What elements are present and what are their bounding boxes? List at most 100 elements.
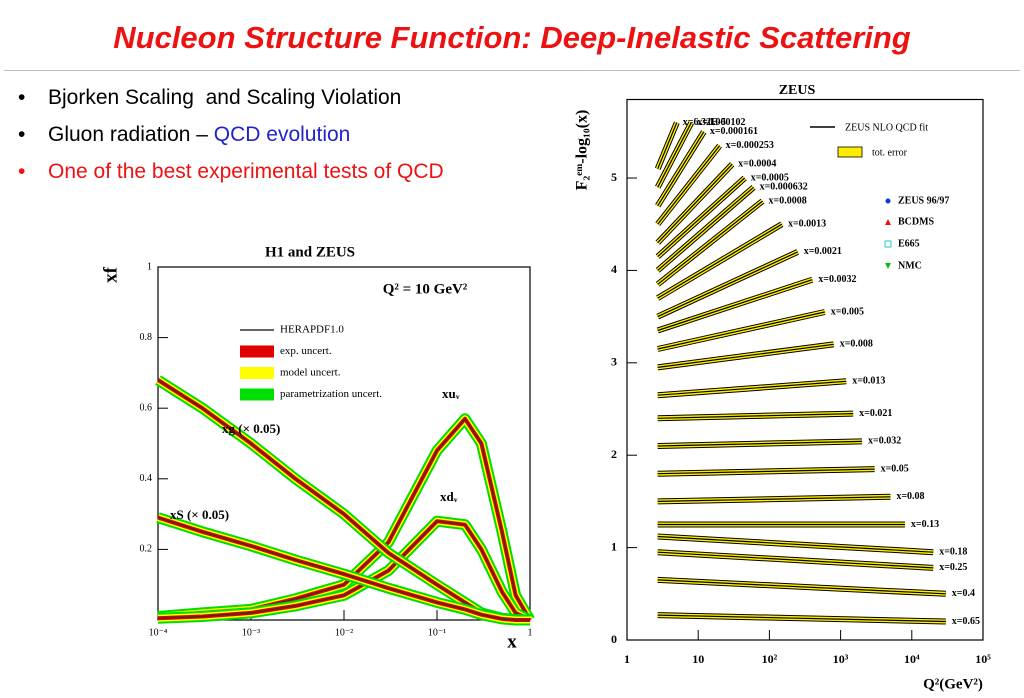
bullet-text: Bjorken Scaling and Scaling Violation bbox=[48, 86, 402, 109]
bullet: • Bjorken Scaling and Scaling Violation bbox=[18, 86, 402, 109]
y-tick-label: 5 bbox=[611, 170, 617, 184]
fit-line bbox=[657, 163, 733, 244]
bin-label: x=0.13 bbox=[911, 519, 939, 530]
fit-line bbox=[657, 122, 692, 188]
bin-label: x=0.0013 bbox=[788, 219, 826, 230]
chart-background bbox=[75, 235, 548, 655]
fit-line bbox=[657, 614, 946, 623]
fit-line bbox=[657, 343, 834, 368]
bullet: • One of the best experimental tests of Q… bbox=[18, 160, 444, 183]
fit-line bbox=[657, 145, 721, 225]
bin-label: x=0.08 bbox=[896, 491, 924, 502]
legend-swatch bbox=[240, 345, 274, 358]
legend-label: HERAPDF1.0 bbox=[280, 324, 344, 336]
bin-label: x=0.4 bbox=[952, 588, 975, 599]
y-tick-label: 1 bbox=[147, 261, 152, 272]
legend-label: tot. error bbox=[872, 147, 908, 158]
series-label: xdᵥ bbox=[440, 489, 458, 504]
fit-line bbox=[657, 251, 798, 318]
fit-line bbox=[657, 496, 891, 502]
y-tick-label: 0.6 bbox=[140, 402, 153, 413]
legend-swatch bbox=[240, 388, 274, 401]
legend-marker bbox=[884, 240, 892, 248]
bullet-text: One of the best experimental tests of QC… bbox=[48, 160, 444, 183]
bin-label: x=0.000253 bbox=[726, 140, 774, 151]
y-tick-label: 0.8 bbox=[140, 332, 153, 343]
chart-title: ZEUS bbox=[779, 83, 816, 98]
annotation: Q² = 10 GeV² bbox=[383, 281, 468, 297]
bullet: • Gluon radiation – QCD evolution bbox=[18, 123, 351, 146]
x-tick-label: 1 bbox=[528, 627, 533, 638]
x-tick-label: 10 bbox=[692, 652, 704, 666]
legend-marker bbox=[885, 263, 891, 269]
legend-swatch bbox=[240, 367, 274, 379]
legend-label: ZEUS 96/97 bbox=[898, 195, 949, 206]
bin-label: x=0.25 bbox=[939, 562, 967, 573]
bin-label: x=6.32E-5 bbox=[683, 117, 726, 128]
bullet-highlight: QCD evolution bbox=[213, 123, 351, 146]
y-tick-label: 4 bbox=[611, 262, 617, 276]
bin-label: x=0.0008 bbox=[769, 195, 807, 206]
x-tick-label: 10⁵ bbox=[975, 652, 991, 666]
fit-line bbox=[657, 131, 705, 207]
y-axis-label: F₂ᵉᵐ-log₁₀(x) bbox=[574, 110, 591, 191]
bin-label: x=0.013 bbox=[852, 376, 885, 387]
bin-label: x=0.000161 bbox=[710, 126, 758, 137]
bin-label: x=0.0021 bbox=[804, 246, 842, 257]
fit-line bbox=[657, 122, 678, 170]
y-tick-label: 1 bbox=[611, 539, 617, 553]
title-rule bbox=[4, 70, 1020, 71]
x-tick-label: 1 bbox=[624, 652, 630, 666]
plot-frame bbox=[626, 98, 984, 641]
fit-line bbox=[657, 223, 783, 299]
y-tick-label: 3 bbox=[611, 355, 617, 369]
bin-label: x=0.0032 bbox=[818, 274, 856, 285]
slide-title: Nucleon Structure Function: Deep-Inelast… bbox=[113, 20, 911, 55]
fit-line bbox=[657, 186, 754, 271]
pdf-curve bbox=[157, 517, 530, 621]
fit-line bbox=[657, 535, 934, 553]
fit-line bbox=[657, 413, 854, 419]
bin-label: x=0.000632 bbox=[760, 182, 808, 193]
x-tick-label: 10² bbox=[762, 652, 778, 666]
fit-line bbox=[657, 440, 863, 447]
x-tick-label: 10³ bbox=[833, 652, 849, 666]
y-tick-label: 0.4 bbox=[140, 473, 153, 484]
fit-line bbox=[657, 380, 847, 396]
legend-label: parametrization uncert. bbox=[280, 388, 382, 400]
chart-title: H1 and ZEUS bbox=[265, 244, 355, 260]
y-tick-label: 2 bbox=[611, 447, 617, 461]
bullet-text: Gluon radiation – bbox=[48, 123, 214, 146]
fit-line bbox=[657, 200, 763, 285]
bin-label: x=0.18 bbox=[939, 547, 967, 558]
x-tick-label: 10⁻³ bbox=[242, 627, 260, 638]
series-label: xuᵥ bbox=[442, 386, 460, 401]
bin-label: x=0.0005 bbox=[751, 172, 789, 183]
legend-label: exp. uncert. bbox=[280, 345, 332, 357]
bin-label: x=0.05 bbox=[881, 463, 909, 474]
bin-label: x=0.008 bbox=[840, 339, 873, 350]
y-tick-label: 0.2 bbox=[140, 544, 153, 555]
bin-label: x=0.005 bbox=[831, 306, 864, 317]
legend-label: model uncert. bbox=[280, 367, 341, 379]
legend-marker bbox=[885, 219, 891, 225]
fit-line bbox=[657, 551, 934, 569]
x-tick-label: 10⁻¹ bbox=[428, 627, 446, 638]
fit-line bbox=[657, 311, 825, 350]
legend-marker bbox=[885, 198, 891, 204]
bin-label: x=0.032 bbox=[868, 436, 901, 447]
x-axis-label: x bbox=[507, 631, 517, 652]
x-tick-label: 10⁻² bbox=[335, 627, 353, 638]
legend-label: E665 bbox=[898, 238, 920, 249]
x-tick-label: 10⁻⁴ bbox=[149, 627, 168, 638]
series-label: xS (× 0.05) bbox=[170, 507, 229, 522]
legend-label: BCDMS bbox=[898, 216, 935, 227]
x-axis-label: Q²(GeV²) bbox=[923, 676, 983, 692]
pdf-curve bbox=[157, 520, 531, 621]
x-tick-label: 10⁴ bbox=[904, 652, 920, 666]
y-tick-label: 0 bbox=[611, 632, 617, 646]
fit-line bbox=[657, 468, 875, 475]
bin-label: x=0.65 bbox=[952, 616, 980, 627]
legend-label: ZEUS NLO QCD fit bbox=[845, 122, 928, 133]
